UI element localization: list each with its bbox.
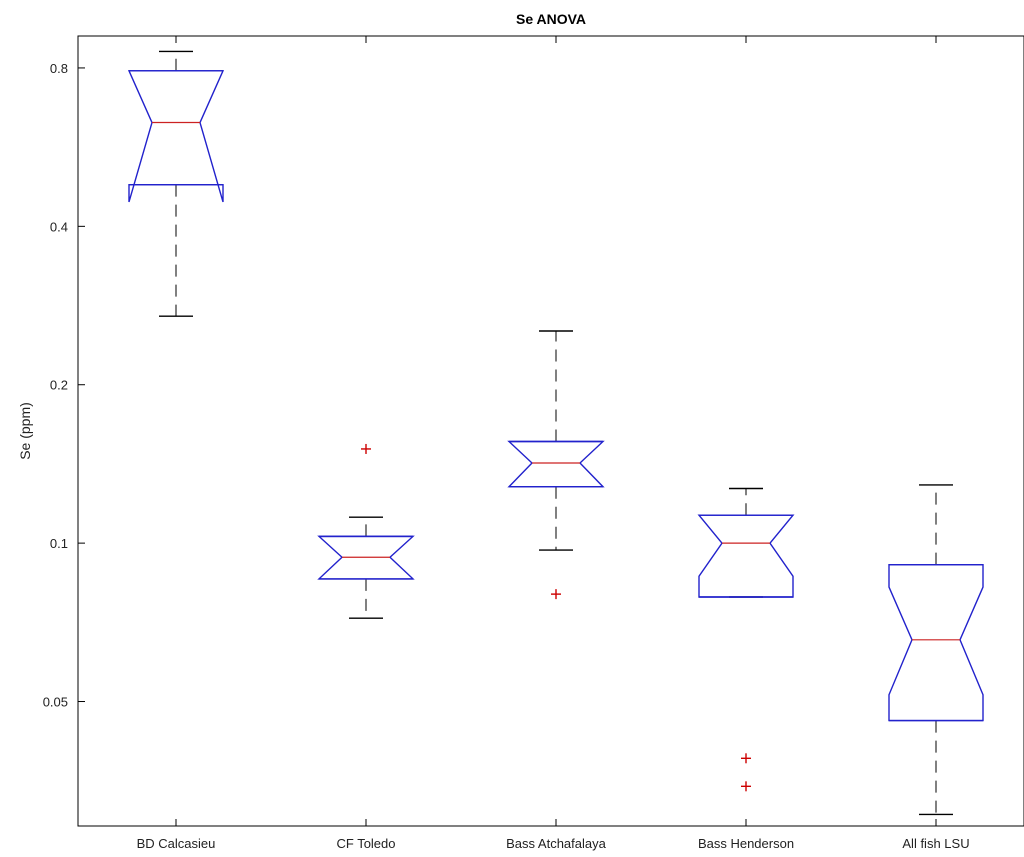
- box-group: [127, 50, 225, 317]
- x-tick-label: Bass Atchafalaya: [506, 836, 606, 851]
- x-tick-label: BD Calcasieu: [137, 836, 216, 851]
- box-group: [317, 443, 415, 619]
- x-tick-label: All fish LSU: [902, 836, 969, 851]
- box-group: [888, 484, 984, 816]
- y-axis-label: Se (ppm): [17, 402, 33, 460]
- axes-frame: [77, 35, 1024, 827]
- y-tick-label: 0.2: [50, 378, 68, 393]
- axes: 0.05 0.1 0.2 0.4 0.8 BD Calcasieu CF Toledo Bas…: [43, 35, 1024, 851]
- box-group: [507, 330, 605, 600]
- plot-area: [78, 36, 1024, 826]
- boxes-layer: [127, 50, 984, 816]
- x-tick-label: Bass Henderson: [698, 836, 794, 851]
- y-tick-label: 0.05: [43, 695, 68, 710]
- chart-title: Se ANOVA: [516, 11, 586, 27]
- y-tick-label: 0.1: [50, 536, 68, 551]
- box-group: [697, 487, 795, 792]
- y-tick-label: 0.8: [50, 61, 68, 76]
- x-tick-label: CF Toledo: [336, 836, 395, 851]
- y-tick-label: 0.4: [50, 219, 68, 234]
